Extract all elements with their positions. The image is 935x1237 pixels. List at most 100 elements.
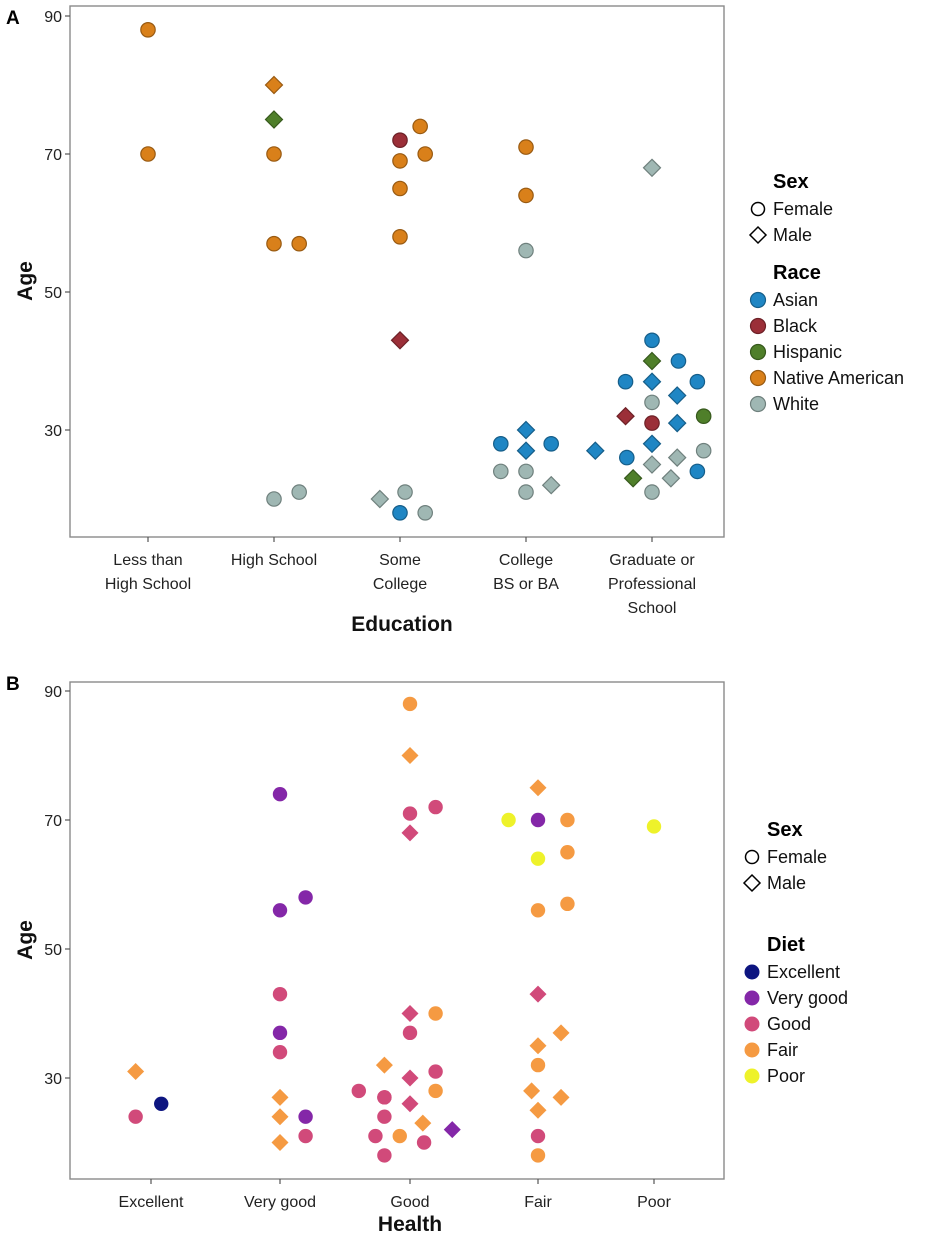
data-point-white-circle	[518, 463, 534, 480]
data-point-asian-diamond	[585, 441, 605, 461]
data-point-black-circle	[392, 132, 408, 148]
data-point-good-circle	[272, 1045, 288, 1060]
legend-swatch-very-good	[744, 990, 760, 1006]
data-point-white-circle	[518, 242, 534, 259]
legend-symbol-female	[750, 201, 766, 217]
legend-label-hispanic: Hispanic	[773, 342, 842, 362]
data-point-white-diamond	[370, 489, 390, 509]
axis-ticks-b: 30 50 70 90 Excellent Very good Good Fair Poor	[44, 684, 671, 1211]
data-point-white-diamond	[667, 448, 687, 467]
x-tick-label: Very good	[244, 1194, 316, 1211]
legend-label-male: Male	[773, 225, 812, 245]
data-point-fair-diamond	[529, 1101, 547, 1119]
data-point-native-american-circle	[518, 187, 534, 204]
plot-area-a	[69, 5, 725, 538]
data-point-fair-circle	[428, 1006, 443, 1021]
y-axis-title-a: Age	[14, 261, 37, 301]
data-point-asian-circle	[492, 435, 509, 452]
data-point-asian-circle	[543, 435, 559, 452]
data-point-very-good-circle	[298, 890, 313, 905]
data-point-very-good-circle	[272, 1025, 288, 1041]
panel-a: A 30 50 70 90 Less than High School High Schoo…	[6, 5, 904, 636]
data-point-good-diamond	[401, 1069, 419, 1087]
data-point-asian-diamond	[642, 372, 662, 392]
legend-title-sex: Sex	[767, 819, 803, 841]
data-point-fair-circle	[530, 903, 546, 918]
data-point-white-diamond	[541, 475, 561, 495]
points-b	[127, 696, 662, 1163]
legend-swatch-asian	[749, 291, 767, 309]
legend-swatch-excellent	[744, 964, 760, 980]
legend-swatch-fair	[744, 1042, 760, 1058]
data-point-white-circle	[644, 394, 660, 411]
data-point-native-american-circle	[392, 229, 408, 245]
legend-label-fair: Fair	[767, 1040, 798, 1060]
data-point-fair-circle	[560, 812, 575, 828]
data-point-good-circle	[351, 1083, 366, 1099]
legend-b: Sex Female Male Diet Excellent Very good Good F…	[742, 819, 848, 1086]
data-point-good-diamond	[401, 824, 419, 842]
data-point-good-circle	[298, 1128, 313, 1144]
data-point-asian-circle	[670, 353, 687, 369]
data-point-white-circle	[492, 463, 509, 480]
data-point-native-american-circle	[291, 235, 307, 252]
data-point-white-circle	[644, 484, 660, 500]
data-point-good-circle	[377, 1090, 392, 1105]
points-a	[140, 21, 712, 521]
panel-letter-a: A	[6, 8, 20, 29]
data-point-native-american-circle	[140, 21, 156, 38]
data-point-good-circle	[272, 986, 288, 1002]
data-point-native-american-circle	[140, 146, 156, 162]
data-point-good-circle	[128, 1109, 143, 1124]
legend-label-black: Black	[773, 316, 818, 336]
data-point-asian-circle	[644, 332, 660, 349]
x-tick-label: High School	[231, 552, 317, 569]
data-point-very-good-diamond	[443, 1121, 461, 1139]
legend-swatch-native-american	[749, 369, 767, 387]
data-point-fair-diamond	[529, 779, 547, 797]
data-point-fair-diamond	[271, 1134, 289, 1151]
data-point-very-good-circle	[272, 903, 288, 918]
y-tick-label: 30	[44, 423, 62, 440]
data-point-poor-circle	[501, 812, 516, 828]
data-point-fair-diamond	[523, 1082, 541, 1100]
data-point-asian-circle	[689, 463, 706, 480]
plot-area-b	[69, 681, 725, 1180]
panel-letter-b: B	[6, 674, 20, 695]
data-point-fair-circle	[392, 1128, 407, 1144]
y-tick-label: 50	[44, 285, 62, 302]
y-tick-label: 70	[44, 147, 62, 164]
data-point-asian-circle	[689, 373, 706, 390]
data-point-good-diamond	[401, 1095, 419, 1113]
data-point-white-circle	[695, 442, 712, 459]
data-point-good-circle	[416, 1135, 432, 1150]
legend-a: Sex Female Male Race Asian Black Hispanic Nativ…	[748, 171, 904, 414]
data-point-white-circle	[266, 491, 282, 507]
data-point-native-american-circle	[412, 118, 428, 135]
data-point-fair-circle	[530, 1057, 546, 1073]
data-point-fair-circle	[402, 696, 418, 712]
data-point-asian-diamond	[516, 420, 536, 440]
data-point-good-circle	[402, 806, 418, 821]
x-tick-label: College BS or BA	[493, 552, 559, 593]
data-point-white-diamond	[642, 455, 662, 474]
legend-title-sex: Sex	[773, 171, 809, 193]
data-point-fair-diamond	[271, 1088, 289, 1106]
x-axis-title-a: Education	[351, 613, 453, 636]
data-point-hispanic-circle	[695, 408, 712, 424]
data-point-white-diamond	[661, 468, 681, 488]
data-point-good-circle	[402, 1025, 418, 1041]
legend-symbol-male	[742, 873, 762, 893]
data-point-poor-circle	[530, 851, 546, 866]
data-point-native-american-circle	[518, 139, 534, 155]
data-point-fair-diamond	[375, 1056, 393, 1074]
data-point-native-american-circle	[266, 146, 282, 162]
y-axis-title-b: Age	[14, 920, 37, 960]
legend-label-poor: Poor	[767, 1066, 805, 1086]
legend-swatch-black	[749, 317, 767, 335]
data-point-white-circle	[397, 484, 413, 500]
x-tick-label: Fair	[524, 1194, 552, 1211]
legend-symbol-male	[748, 225, 768, 245]
data-point-good-circle	[428, 1064, 443, 1079]
